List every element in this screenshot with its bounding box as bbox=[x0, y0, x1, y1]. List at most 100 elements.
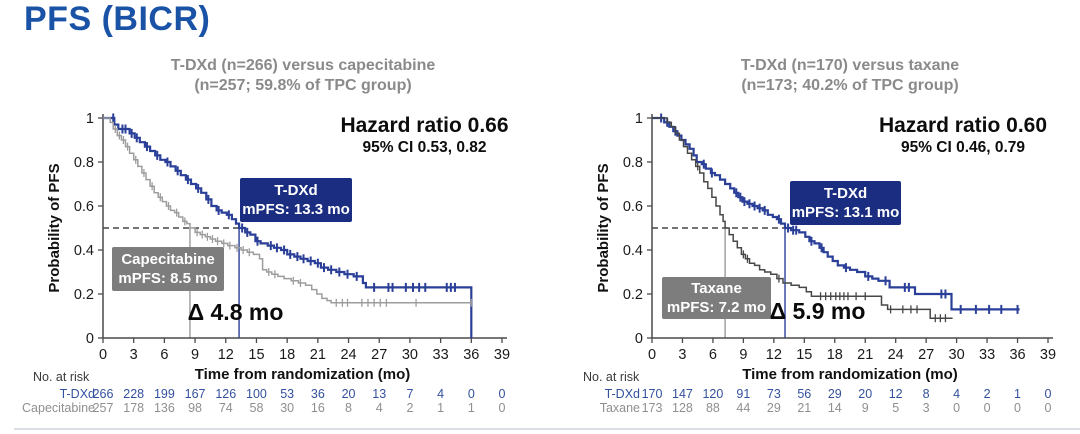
x-tick-label: 27 bbox=[371, 347, 387, 363]
x-tick-label: 33 bbox=[433, 347, 449, 363]
risk-value: 3 bbox=[922, 401, 930, 415]
x-tick-label: 39 bbox=[1040, 347, 1056, 363]
y-tick-label: 0.8 bbox=[623, 155, 643, 171]
risk-value: 126 bbox=[215, 387, 237, 401]
risk-value: 2 bbox=[983, 387, 991, 401]
risk-value: 1 bbox=[1014, 387, 1021, 401]
x-tick-label: 6 bbox=[709, 347, 717, 363]
panel-right-hazard-block: Hazard ratio 0.60 95% CI 0.46, 0.79 bbox=[858, 114, 1068, 157]
risk-value: 36 bbox=[310, 387, 325, 401]
risk-value: 5 bbox=[892, 401, 900, 415]
x-tick-label: 18 bbox=[279, 347, 295, 363]
panel-right-comparator-label-box: Taxane mPFS: 7.2 mo bbox=[662, 277, 771, 319]
km-curve-taxane bbox=[652, 117, 953, 319]
series-name: T-DXd bbox=[823, 185, 868, 202]
risk-value: 12 bbox=[888, 387, 903, 401]
risk-value: 0 bbox=[1014, 401, 1021, 415]
x-tick-label: 12 bbox=[218, 347, 234, 363]
risk-value: 167 bbox=[184, 387, 206, 401]
risk-value: 8 bbox=[922, 387, 930, 401]
y-tick-label: 0.8 bbox=[74, 155, 94, 171]
risk-value: 20 bbox=[858, 387, 873, 401]
risk-value: 44 bbox=[736, 401, 751, 415]
risk-value: 0 bbox=[498, 387, 506, 401]
y-tick-label: 0 bbox=[86, 331, 94, 347]
x-axis-title: Time from randomization (mo) bbox=[195, 366, 411, 383]
x-tick-label: 15 bbox=[248, 347, 264, 363]
subtitle-line-2: (n=173; 40.2% of TPC group) bbox=[741, 77, 959, 94]
y-tick-label: 0 bbox=[635, 331, 643, 347]
risk-value: 21 bbox=[797, 401, 812, 415]
confidence-interval-text: 95% CI 0.53, 0.82 bbox=[362, 139, 487, 156]
risk-row-label: Capecitabine bbox=[22, 401, 95, 415]
risk-value: 1 bbox=[467, 401, 475, 415]
y-tick-label: 0.6 bbox=[74, 199, 94, 215]
x-tick-label: 36 bbox=[1009, 347, 1025, 363]
risk-value: 1 bbox=[437, 401, 445, 415]
risk-value: 74 bbox=[218, 401, 233, 415]
x-tick-label: 0 bbox=[99, 347, 107, 363]
risk-value: 56 bbox=[797, 387, 812, 401]
x-tick-label: 6 bbox=[160, 347, 168, 363]
panel-right-tdxd-label-box: T-DXd mPFS: 13.1 mo bbox=[790, 181, 901, 225]
hazard-ratio-text: Hazard ratio 0.66 bbox=[340, 114, 509, 137]
x-tick-label: 33 bbox=[979, 347, 995, 363]
x-tick-label: 12 bbox=[766, 347, 782, 363]
x-tick-label: 30 bbox=[402, 347, 418, 363]
risk-value: 173 bbox=[641, 401, 663, 415]
risk-value: 0 bbox=[953, 401, 961, 415]
risk-value: 13 bbox=[372, 387, 387, 401]
y-tick-label: 0.2 bbox=[623, 287, 643, 303]
x-tick-label: 0 bbox=[648, 347, 656, 363]
series-name: T-DXd bbox=[274, 182, 318, 199]
km-panel-left: 00.20.40.60.810 3 6 9 12 15 18 21 24 27 30 33 36 39Ti… bbox=[46, 111, 510, 383]
page-title: PFS (BICR) bbox=[24, 0, 211, 38]
risk-value: 0 bbox=[1044, 387, 1052, 401]
x-tick-label: 36 bbox=[463, 347, 479, 363]
risk-value: 4 bbox=[437, 387, 445, 401]
risk-value: 228 bbox=[123, 387, 145, 401]
risk-value: 0 bbox=[1044, 401, 1052, 415]
y-axis-title: Probability of PFS bbox=[46, 163, 63, 292]
km-panel-right: 00.20.40.60.810 3 6 9 12 15 18 21 24 27 30 33 36 39Ti… bbox=[595, 111, 1056, 383]
risk-value: 9 bbox=[861, 401, 869, 415]
risk-value: 14 bbox=[827, 401, 842, 415]
risk-row-label: T-DXd bbox=[604, 387, 640, 401]
risk-table-heading: No. at risk bbox=[583, 370, 640, 384]
risk-value: 170 bbox=[641, 387, 663, 401]
x-tick-label: 18 bbox=[827, 347, 843, 363]
panel-left-comparator-label-box: Capecitabine mPFS: 8.5 mo bbox=[112, 247, 224, 291]
risk-value: 91 bbox=[736, 387, 751, 401]
hazard-ratio-text: Hazard ratio 0.60 bbox=[878, 114, 1048, 137]
x-tick-label: 21 bbox=[857, 347, 873, 363]
series-median: mPFS: 13.3 mo bbox=[242, 201, 350, 218]
risk-value: 0 bbox=[983, 401, 991, 415]
risk-value: 30 bbox=[280, 401, 295, 415]
bottom-divider bbox=[14, 428, 1080, 430]
y-tick-label: 0.4 bbox=[74, 243, 94, 259]
risk-value: 178 bbox=[123, 401, 145, 415]
y-tick-label: 0.4 bbox=[623, 243, 643, 259]
risk-value: 0 bbox=[498, 401, 506, 415]
risk-value: 100 bbox=[246, 387, 267, 401]
x-tick-label: 3 bbox=[678, 347, 686, 363]
y-tick-label: 0.6 bbox=[623, 199, 643, 215]
km-curve-t-dxd bbox=[103, 116, 473, 338]
panel-left-hazard-block: Hazard ratio 0.66 95% CI 0.53, 0.82 bbox=[322, 114, 527, 157]
y-tick-label: 1 bbox=[86, 111, 94, 127]
x-tick-label: 9 bbox=[191, 347, 199, 363]
series-name: Taxane bbox=[691, 280, 742, 297]
confidence-interval-text: 95% CI 0.46, 0.79 bbox=[900, 139, 1026, 156]
y-tick-label: 1 bbox=[635, 111, 643, 127]
x-tick-label: 15 bbox=[796, 347, 812, 363]
risk-value: 257 bbox=[92, 401, 114, 415]
risk-value: 53 bbox=[280, 387, 295, 401]
subtitle-line-1: T-DXd (n=266) versus capecitabine bbox=[170, 57, 436, 74]
risk-table-heading: No. at risk bbox=[33, 370, 90, 384]
risk-value: 4 bbox=[953, 387, 961, 401]
subtitle-line-1: T-DXd (n=170) versus taxane bbox=[740, 57, 960, 74]
risk-value: 29 bbox=[827, 387, 842, 401]
risk-value: 16 bbox=[310, 401, 325, 415]
x-tick-label: 24 bbox=[888, 347, 904, 363]
